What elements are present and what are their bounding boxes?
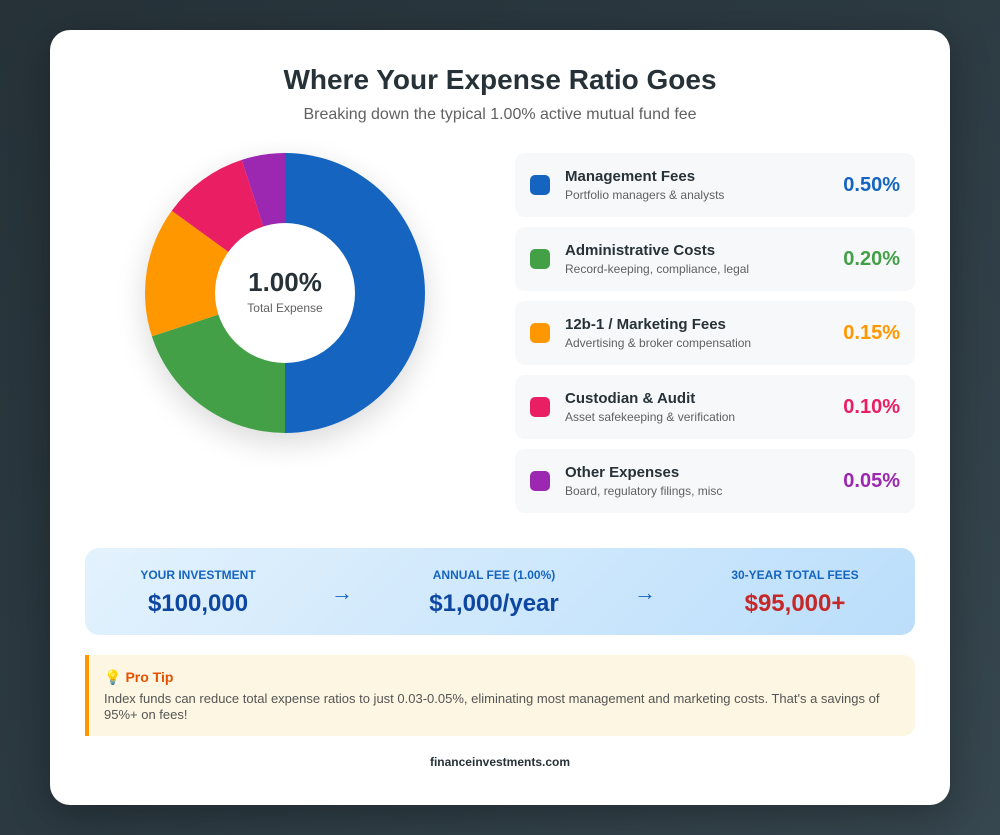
total-fees-value: $95,000+ xyxy=(744,590,846,617)
tip-title: Pro Tip xyxy=(125,669,174,685)
legend-value: 0.15% xyxy=(843,322,900,344)
legend-name: Other Expenses xyxy=(565,464,680,481)
swatch-icon xyxy=(530,175,550,195)
total-fees-label: 30-YEAR TOTAL FEES xyxy=(731,568,859,582)
investment-label: YOUR INVESTMENT xyxy=(140,568,256,582)
annual-fee-label: ANNUAL FEE (1.00%) xyxy=(432,568,556,582)
legend-item-other: Other Expenses Board, regulatory filings… xyxy=(515,449,915,513)
legend-name: Administrative Costs xyxy=(565,242,716,259)
investment-value: $100,000 xyxy=(147,590,249,617)
swatch-icon xyxy=(530,397,550,417)
donut-segment xyxy=(285,153,425,433)
tip-title-row: 💡 Pro Tip xyxy=(104,669,173,686)
legend-desc: Board, regulatory filings, misc xyxy=(565,484,723,498)
swatch-icon xyxy=(530,323,550,343)
lightbulb-icon: 💡 xyxy=(104,669,122,685)
legend-item-administrative: Administrative Costs Record-keeping, com… xyxy=(515,227,915,291)
legend-value: 0.50% xyxy=(843,174,900,196)
tip-text: Index funds can reduce total expense rat… xyxy=(104,691,880,722)
pro-tip-box: 💡 Pro Tip Index funds can reduce total ex… xyxy=(85,655,915,736)
infographic-card: Where Your Expense Ratio Goes Breaking d… xyxy=(50,30,950,805)
page-title: Where Your Expense Ratio Goes xyxy=(283,64,717,95)
donut-total-label: Total Expense xyxy=(247,301,323,315)
arrow-right-icon: → xyxy=(331,580,353,605)
legend-desc: Record-keeping, compliance, legal xyxy=(565,262,750,276)
legend-name: 12b-1 / Marketing Fees xyxy=(565,316,726,333)
investment-block: YOUR INVESTMENT $100,000 xyxy=(88,568,308,618)
donut-center: 1.00% Total Expense xyxy=(215,223,355,363)
total-fees-block: 30-YEAR TOTAL FEES $95,000+ xyxy=(685,568,905,618)
legend-name: Custodian & Audit xyxy=(565,390,696,407)
annual-fee-value: $1,000/year xyxy=(429,590,559,617)
swatch-icon xyxy=(530,471,550,491)
donut-chart: 1.00% Total Expense xyxy=(145,153,425,433)
donut-total-value: 1.00% xyxy=(248,267,322,297)
footer-site: financeinvestments.com xyxy=(429,755,571,769)
fee-calculation-banner: YOUR INVESTMENT $100,000 → ANNUAL FEE (1… xyxy=(85,548,915,635)
donut-segment xyxy=(145,210,285,337)
legend-value: 0.20% xyxy=(843,248,900,270)
legend-desc: Asset safekeeping & verification xyxy=(565,410,736,424)
legend-list: Management Fees Portfolio managers & ana… xyxy=(515,153,915,523)
legend-value: 0.10% xyxy=(843,396,900,418)
page-subtitle: Breaking down the typical 1.00% active m… xyxy=(303,106,697,123)
annual-fee-block: ANNUAL FEE (1.00%) $1,000/year xyxy=(384,568,604,618)
arrow-right-icon: → xyxy=(634,580,656,605)
legend-desc: Portfolio managers & analysts xyxy=(565,188,725,202)
legend-value: 0.05% xyxy=(843,470,900,492)
legend-desc: Advertising & broker compensation xyxy=(565,336,752,350)
legend-item-custodian: Custodian & Audit Asset safekeeping & ve… xyxy=(515,375,915,439)
swatch-icon xyxy=(530,249,550,269)
legend-name: Management Fees xyxy=(565,168,696,185)
legend-item-marketing: 12b-1 / Marketing Fees Advertising & bro… xyxy=(515,301,915,365)
legend-item-management: Management Fees Portfolio managers & ana… xyxy=(515,153,915,217)
